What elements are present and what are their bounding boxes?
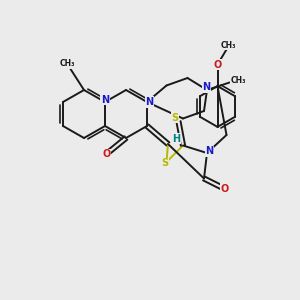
Text: N: N xyxy=(145,97,154,107)
Text: N: N xyxy=(101,94,109,105)
Text: CH₃: CH₃ xyxy=(230,76,246,85)
Text: N: N xyxy=(205,146,214,157)
Text: O: O xyxy=(102,149,111,160)
Text: S: S xyxy=(161,158,169,169)
Text: CH₃: CH₃ xyxy=(220,40,236,50)
Text: CH₃: CH₃ xyxy=(60,59,75,68)
Text: O: O xyxy=(220,184,229,194)
Text: S: S xyxy=(171,113,178,123)
Text: H: H xyxy=(172,134,181,144)
Text: O: O xyxy=(213,59,222,70)
Text: N: N xyxy=(202,82,211,92)
